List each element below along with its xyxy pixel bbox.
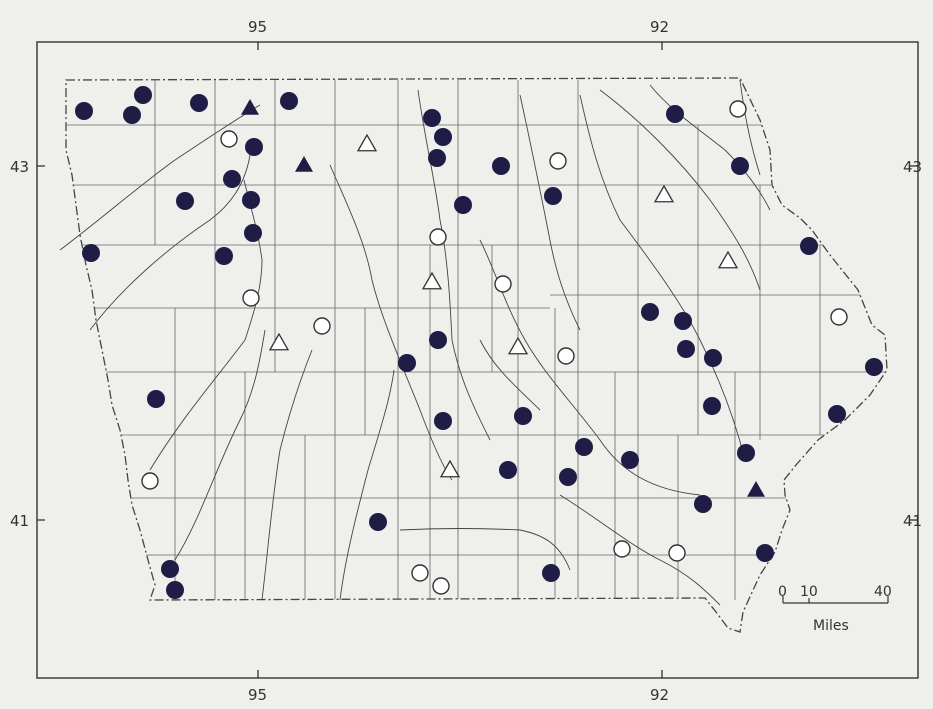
filled-circle-marker — [499, 461, 517, 479]
scale-bar: 0 10 40 Miles — [778, 584, 892, 634]
open-circle-marker — [830, 308, 848, 326]
open-triangle-marker — [653, 184, 675, 203]
filled-circle-marker — [641, 303, 659, 321]
filled-circle-marker — [123, 106, 141, 124]
filled-circle-marker — [429, 331, 447, 349]
latitude-label-right-41: 41 — [903, 512, 922, 530]
open-triangle-marker — [439, 459, 461, 478]
open-triangle-marker — [717, 250, 739, 269]
filled-circle-marker — [134, 86, 152, 104]
filled-circle-marker — [865, 358, 883, 376]
filled-circle-marker — [828, 405, 846, 423]
open-circle-marker — [429, 228, 447, 246]
latitude-label-left-43: 43 — [10, 158, 29, 176]
filled-circle-marker — [166, 581, 184, 599]
open-triangle-marker — [421, 271, 443, 290]
filled-circle-marker — [244, 224, 262, 242]
scale-tick-40: 40 — [874, 584, 892, 600]
filled-circle-marker — [369, 513, 387, 531]
filled-circle-marker — [756, 544, 774, 562]
open-circle-marker — [313, 317, 331, 335]
filled-circle-marker — [75, 102, 93, 120]
open-circle-marker — [557, 347, 575, 365]
filled-circle-marker — [176, 192, 194, 210]
filled-circle-marker — [492, 157, 510, 175]
open-circle-marker — [549, 152, 567, 170]
filled-circle-marker — [737, 444, 755, 462]
filled-circle-marker — [666, 105, 684, 123]
filled-circle-marker — [703, 397, 721, 415]
filled-triangle-marker — [295, 156, 313, 172]
filled-circle-marker — [621, 451, 639, 469]
open-circle-marker — [411, 564, 429, 582]
filled-circle-marker — [161, 560, 179, 578]
open-circle-marker — [668, 544, 686, 562]
filled-circle-marker — [82, 244, 100, 262]
filled-circle-marker — [677, 340, 695, 358]
filled-circle-marker — [147, 390, 165, 408]
filled-circle-marker — [514, 407, 532, 425]
scale-tick-0: 0 — [778, 584, 787, 600]
longitude-label-bottom-95: 95 — [248, 686, 267, 704]
open-circle-marker — [220, 130, 238, 148]
open-circle-marker — [613, 540, 631, 558]
longitude-label-top-92: 92 — [650, 18, 669, 36]
rivers — [59, 79, 771, 606]
scale-tick-10: 10 — [800, 584, 818, 600]
longitude-label-top-95: 95 — [248, 18, 267, 36]
filled-circle-marker — [800, 237, 818, 255]
filled-circle-marker — [215, 247, 233, 265]
filled-circle-marker — [694, 495, 712, 513]
open-triangle-marker — [268, 332, 290, 351]
filled-circle-marker — [704, 349, 722, 367]
locality-markers — [75, 86, 883, 599]
frame-ticks — [37, 42, 918, 678]
latitude-label-right-43: 43 — [903, 158, 922, 176]
latitude-label-left-41: 41 — [10, 512, 29, 530]
filled-circle-marker — [428, 149, 446, 167]
map-frame — [36, 41, 919, 679]
filled-circle-marker — [398, 354, 416, 372]
filled-circle-marker — [559, 468, 577, 486]
open-circle-marker — [432, 577, 450, 595]
filled-circle-marker — [190, 94, 208, 112]
county-boundaries — [66, 80, 887, 600]
filled-circle-marker — [434, 128, 452, 146]
open-circle-marker — [729, 100, 747, 118]
open-triangle-marker — [507, 336, 529, 355]
open-circle-marker — [141, 472, 159, 490]
filled-circle-marker — [544, 187, 562, 205]
filled-triangle-marker — [747, 481, 765, 497]
filled-circle-marker — [731, 157, 749, 175]
filled-circle-marker — [454, 196, 472, 214]
filled-circle-marker — [542, 564, 560, 582]
filled-circle-marker — [434, 412, 452, 430]
open-circle-marker — [494, 275, 512, 293]
open-triangle-marker — [356, 133, 378, 152]
longitude-label-bottom-92: 92 — [650, 686, 669, 704]
scale-unit-label: Miles — [813, 618, 849, 634]
state-outline — [65, 77, 888, 633]
open-circle-marker — [242, 289, 260, 307]
filled-circle-marker — [674, 312, 692, 330]
filled-circle-marker — [242, 191, 260, 209]
filled-circle-marker — [223, 170, 241, 188]
filled-circle-marker — [245, 138, 263, 156]
filled-circle-marker — [280, 92, 298, 110]
filled-circle-marker — [575, 438, 593, 456]
filled-circle-marker — [423, 109, 441, 127]
filled-triangle-marker — [241, 99, 259, 115]
